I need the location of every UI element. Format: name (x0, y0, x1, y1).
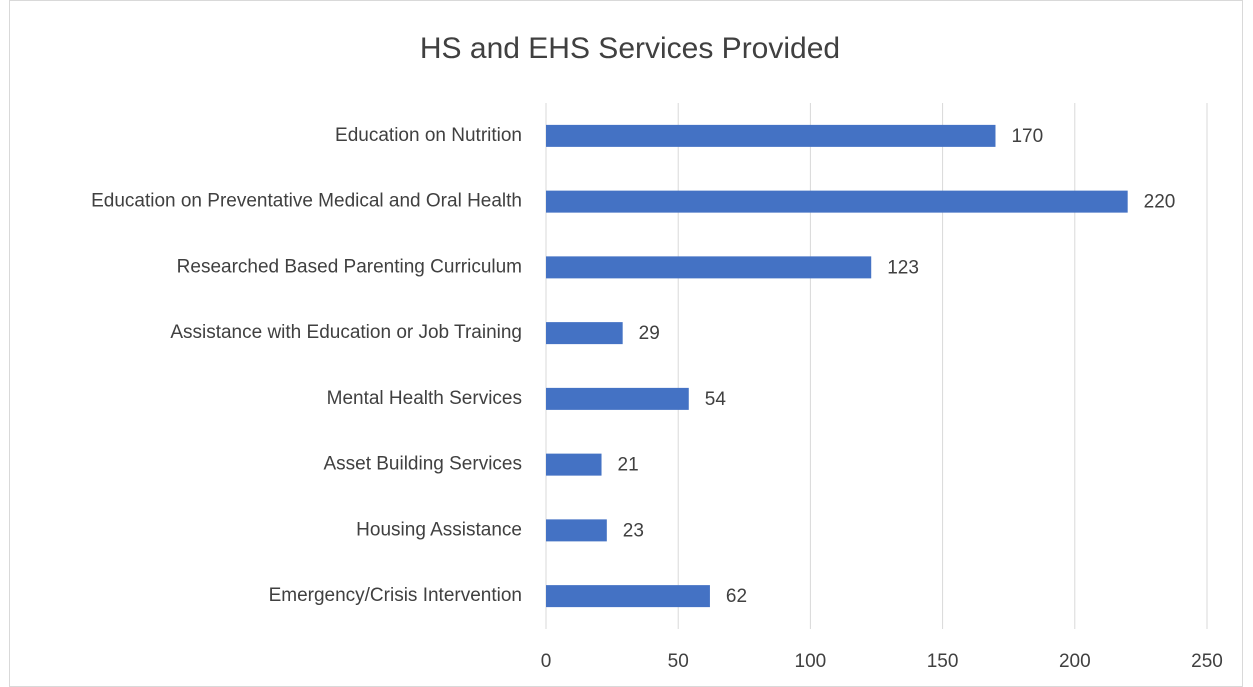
data-label: 21 (618, 455, 639, 476)
y-tick-label: Mental Health Services (327, 388, 522, 409)
y-tick-label: Assistance with Education or Job Trainin… (170, 322, 522, 343)
x-tick-label: 250 (1191, 651, 1223, 672)
data-label: 62 (726, 586, 747, 607)
y-tick-label: Housing Assistance (356, 519, 522, 540)
x-tick-label: 100 (795, 651, 827, 672)
chart-border (9, 0, 1243, 687)
data-label: 123 (887, 257, 919, 278)
y-tick-label: Asset Building Services (323, 454, 522, 475)
chart-title: HS and EHS Services Provided (420, 32, 840, 65)
y-tick-label: Education on Nutrition (335, 125, 522, 146)
bar (546, 453, 602, 476)
data-label: 23 (623, 520, 644, 541)
bar (546, 256, 872, 279)
y-tick-label: Education on Preventative Medical and Or… (91, 191, 522, 212)
data-label: 54 (705, 389, 727, 410)
data-label: 220 (1144, 192, 1176, 213)
x-tick-label: 150 (927, 651, 959, 672)
bar (546, 519, 607, 542)
x-tick-label: 0 (541, 651, 552, 672)
y-tick-label: Emergency/Crisis Intervention (269, 585, 522, 606)
bar (546, 190, 1128, 213)
data-label: 170 (1011, 126, 1043, 147)
bar (546, 322, 623, 345)
bar (546, 387, 689, 410)
bar (546, 124, 996, 147)
x-tick-label: 200 (1059, 651, 1091, 672)
y-tick-label: Researched Based Parenting Curriculum (177, 256, 522, 277)
x-tick-label: 50 (668, 651, 689, 672)
bar (546, 585, 710, 608)
data-label: 29 (639, 323, 660, 344)
